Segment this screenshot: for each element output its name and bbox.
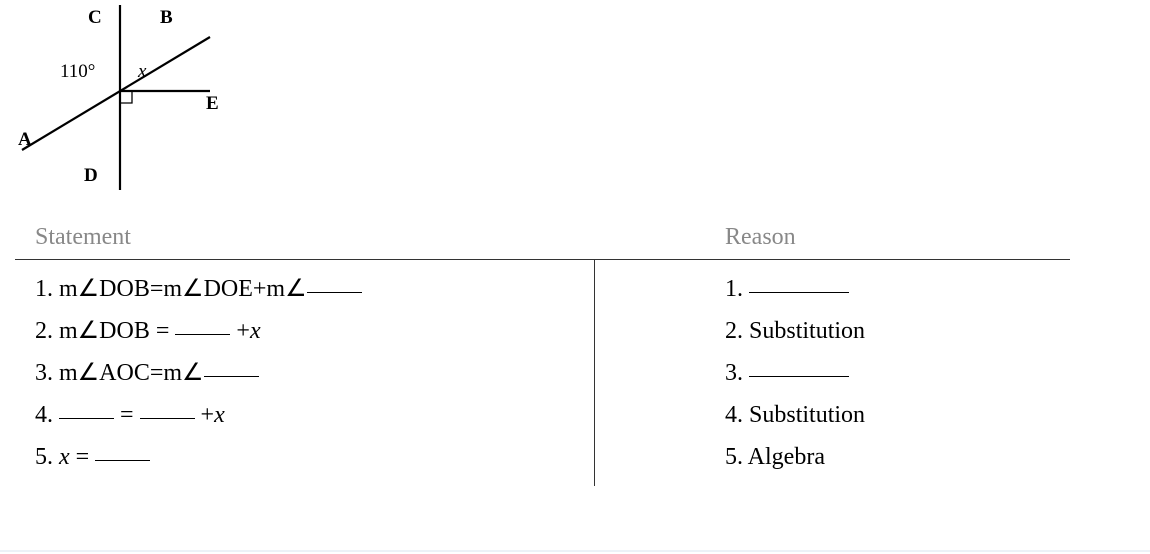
blank-s4a[interactable] — [59, 418, 114, 419]
statement-4-var: x — [214, 402, 225, 428]
reason-3-num: 3. — [725, 360, 749, 386]
blank-s1[interactable] — [307, 292, 362, 293]
statement-3-prefix: 3. m∠AOC=m∠ — [35, 360, 204, 386]
angle-x-label: x — [137, 61, 147, 82]
right-angle-mark — [120, 91, 132, 103]
reason-5: 5. Algebra — [725, 436, 1055, 478]
reason-2: 2. Substitution — [725, 310, 1055, 352]
reason-column: 1. 2. Substitution 3. 4. Substitution 5.… — [595, 260, 1055, 486]
statement-5: 5. x = — [35, 436, 594, 478]
proof-header-row: Statement Reason — [15, 220, 1070, 260]
line-ab — [22, 37, 210, 150]
bottom-rule — [0, 550, 1150, 552]
label-d: D — [84, 165, 98, 186]
proof-body: 1. m∠DOB=m∠DOE+m∠ 2. m∠DOB = +x 3. m∠AOC… — [15, 260, 1070, 486]
blank-r1[interactable] — [749, 292, 849, 293]
statement-3: 3. m∠AOC=m∠ — [35, 352, 594, 394]
statement-2-prefix: 2. m∠DOB = — [35, 318, 175, 344]
statement-5-num: 5. — [35, 444, 59, 470]
statement-4-suffix: + — [195, 402, 215, 428]
header-statement: Statement — [15, 220, 595, 259]
statement-column: 1. m∠DOB=m∠DOE+m∠ 2. m∠DOB = +x 3. m∠AOC… — [15, 260, 595, 486]
label-a: A — [18, 129, 32, 150]
angle-110-label: 110° — [60, 61, 95, 82]
statement-2-var: x — [250, 318, 261, 344]
label-c: C — [88, 7, 102, 28]
blank-s2[interactable] — [175, 334, 230, 335]
statement-1: 1. m∠DOB=m∠DOE+m∠ — [35, 268, 594, 310]
reason-4: 4. Substitution — [725, 394, 1055, 436]
blank-s5[interactable] — [95, 460, 150, 461]
blank-s4b[interactable] — [140, 418, 195, 419]
reason-1-num: 1. — [725, 276, 749, 302]
reason-3: 3. — [725, 352, 1055, 394]
diagram-svg: C B A D E 110° x — [10, 5, 240, 205]
label-b: B — [160, 7, 173, 28]
statement-1-text: 1. m∠DOB=m∠DOE+m∠ — [35, 276, 307, 302]
proof-table: Statement Reason 1. m∠DOB=m∠DOE+m∠ 2. m∠… — [15, 220, 1070, 486]
angle-diagram: C B A D E 110° x — [10, 5, 240, 205]
statement-5-eq: = — [70, 444, 96, 470]
header-reason: Reason — [595, 220, 1055, 259]
statement-4-eq: = — [114, 402, 140, 428]
statement-4-num: 4. — [35, 402, 59, 428]
blank-s3[interactable] — [204, 376, 259, 377]
blank-r3[interactable] — [749, 376, 849, 377]
statement-2-suffix: + — [230, 318, 250, 344]
statement-5-var: x — [59, 444, 70, 470]
statement-4: 4. = +x — [35, 394, 594, 436]
reason-1: 1. — [725, 268, 1055, 310]
statement-2: 2. m∠DOB = +x — [35, 310, 594, 352]
label-e: E — [206, 93, 219, 114]
